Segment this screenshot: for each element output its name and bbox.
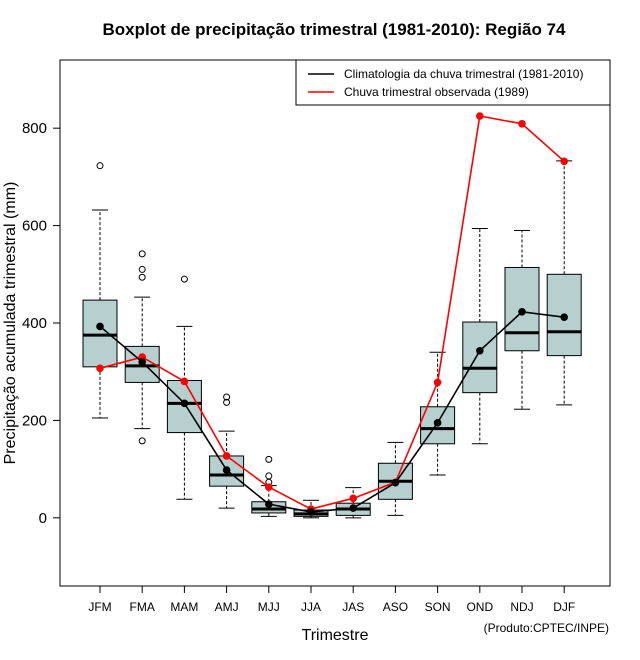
box-ndj xyxy=(504,229,540,410)
outlier-point xyxy=(138,437,146,445)
series-point-climatology xyxy=(391,478,400,487)
x-tick-label-mjj: MJJ xyxy=(258,600,280,614)
credit-text: (Produto:CPTEC/INPE) xyxy=(484,621,609,635)
x-tick-label-ndj: NDJ xyxy=(510,600,533,614)
outlier-point xyxy=(223,398,231,406)
x-tick-label-aso: ASO xyxy=(383,600,408,614)
box-iqr xyxy=(462,321,498,394)
y-axis-title: Precipitação acumulada trimestral (mm) xyxy=(2,182,19,465)
y-tick-label: 200 xyxy=(22,412,47,429)
legend-label-climatology: Climatologia da chuva trimestral (1981-2… xyxy=(344,67,583,81)
series-point-observed xyxy=(518,120,526,128)
series-point-climatology xyxy=(307,508,315,516)
legend-label-observed: Chuva trimestral observada (1989) xyxy=(344,85,529,99)
series-point-observed xyxy=(265,483,273,491)
series-point-observed xyxy=(433,378,442,387)
outlier-point xyxy=(265,455,273,463)
y-tick-label: 0 xyxy=(39,510,47,527)
x-tick-label-jfm: JFM xyxy=(88,600,111,614)
x-tick-label-ond: OND xyxy=(466,600,493,614)
legend: Climatologia da chuva trimestral (1981-2… xyxy=(295,59,611,106)
boxes-group xyxy=(82,160,582,519)
outlier-point xyxy=(138,265,146,273)
chart-title: Boxplot de precipitação trimestral (1981… xyxy=(103,20,566,39)
x-tick-label-son: SON xyxy=(425,600,451,614)
series-point-climatology xyxy=(560,313,568,321)
x-tick-label-jas: JAS xyxy=(342,600,364,614)
series-point-climatology xyxy=(518,307,526,316)
series-line-observed xyxy=(99,115,565,510)
series-point-climatology xyxy=(180,399,189,408)
x-axis: JFM FMA MAM AMJ MJJ JJA JAS ASO SON OND NDJ DJF xyxy=(88,585,575,614)
series-point-observed xyxy=(476,112,484,120)
legend-box xyxy=(295,59,611,106)
outlier-point xyxy=(265,472,273,480)
series-point-observed xyxy=(222,452,231,460)
y-axis: 0 200 400 600 800 xyxy=(22,120,61,527)
series-lines xyxy=(96,112,568,516)
box-djf xyxy=(546,160,582,406)
series-point-climatology xyxy=(433,419,442,427)
series-point-climatology xyxy=(222,466,231,474)
box-jas xyxy=(335,487,371,519)
x-tick-label-amj: AMJ xyxy=(215,600,239,614)
series-line-climatology xyxy=(99,310,565,513)
series-point-climatology xyxy=(349,504,358,512)
x-tick-label-jja: JJA xyxy=(301,600,321,614)
series-point-climatology xyxy=(476,346,484,355)
series-point-climatology xyxy=(96,322,104,331)
y-tick-label: 600 xyxy=(22,218,47,235)
x-tick-label-mam: MAM xyxy=(170,600,198,614)
series-point-observed xyxy=(96,364,104,373)
x-tick-label-fma: FMA xyxy=(130,600,155,614)
box-fma xyxy=(124,250,160,445)
series-point-observed xyxy=(560,157,568,166)
x-axis-title: Trimestre xyxy=(302,627,369,644)
outlier-point xyxy=(138,273,146,281)
outlier-point xyxy=(180,275,188,283)
outlier-point xyxy=(96,162,104,170)
outlier-point xyxy=(223,393,231,401)
box-son xyxy=(420,351,456,476)
box-mam xyxy=(166,275,202,500)
series-point-climatology xyxy=(265,500,273,508)
box-iqr xyxy=(82,299,118,368)
y-tick-label: 800 xyxy=(22,120,47,137)
series-point-observed xyxy=(180,377,189,386)
series-point-observed xyxy=(349,494,358,503)
outlier-point xyxy=(138,250,146,258)
x-tick-label-djf: DJF xyxy=(553,600,575,614)
box-jfm xyxy=(82,162,118,419)
box-ond xyxy=(462,228,498,445)
y-tick-label: 400 xyxy=(22,315,47,332)
series-point-climatology xyxy=(138,358,146,366)
